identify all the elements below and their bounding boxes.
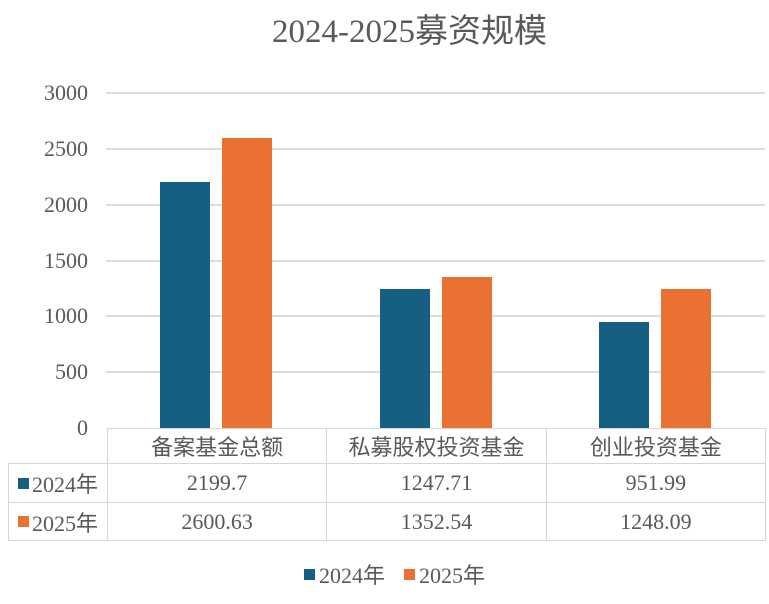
value-cell: 1247.71 [326,463,547,503]
data-table: 备案基金总额 私募股权投资基金 创业投资基金 2024年 2199.7 1247.71 95… [8,428,766,541]
legend: 2024年 2025年 [20,558,769,590]
legend-item-2025: 2025年 [404,558,485,590]
row-label-cell: 2024年 [8,463,108,503]
value-cell: 2199.7 [106,463,328,503]
legend-label: 2024年 [318,563,385,588]
column-header: 备案基金总额 [106,428,328,464]
bar-series1-cat0 [221,137,272,428]
gridline [106,203,765,206]
row-label: 2025年 [17,506,98,538]
column-header: 私募股权投资基金 [326,428,547,464]
value-cell: 1352.54 [326,502,547,541]
bar-series1-cat2 [661,288,712,428]
value-cell: 951.99 [545,463,766,503]
y-tick-label: 0 [77,415,88,440]
table-row: 2025年 2600.63 1352.54 1248.09 [8,502,766,541]
y-tick-label: 500 [55,359,88,385]
gridline [106,92,765,94]
gridline [106,147,765,150]
bar-series0-cat2 [599,321,650,428]
value-cell: 1248.09 [545,502,766,541]
series-name: 2025年 [31,510,98,536]
gridline [106,315,765,318]
legend-swatch [303,568,315,580]
value-cell: 2600.63 [106,502,328,541]
table-header-row: 备案基金总额 私募股权投资基金 创业投资基金 [8,428,766,464]
y-tick-label: 3000 [44,80,88,105]
chart-title: 2024-2025募资规模 [272,14,547,50]
row-label: 2024年 [17,467,98,499]
gridline [106,259,765,262]
bar-series1-cat1 [441,276,492,428]
y-tick-label: 1000 [44,303,88,329]
column-header: 创业投资基金 [545,428,766,464]
legend-label: 2025年 [419,563,486,588]
y-tick-label: 2500 [44,135,88,161]
gridline [106,371,765,374]
table-row: 2024年 2199.7 1247.71 951.99 [8,463,766,503]
series-swatch [17,516,29,527]
legend-swatch [404,568,415,580]
series-swatch [17,477,29,489]
bar-series0-cat0 [159,182,210,428]
bar-series0-cat1 [379,288,430,428]
legend-item-2024: 2024年 [303,558,385,590]
row-label-cell: 2025年 [8,502,108,541]
series-name: 2024年 [31,472,98,497]
y-tick-label: 1500 [44,247,88,273]
table-corner-cell [8,428,108,464]
y-tick-label: 2000 [44,191,88,217]
